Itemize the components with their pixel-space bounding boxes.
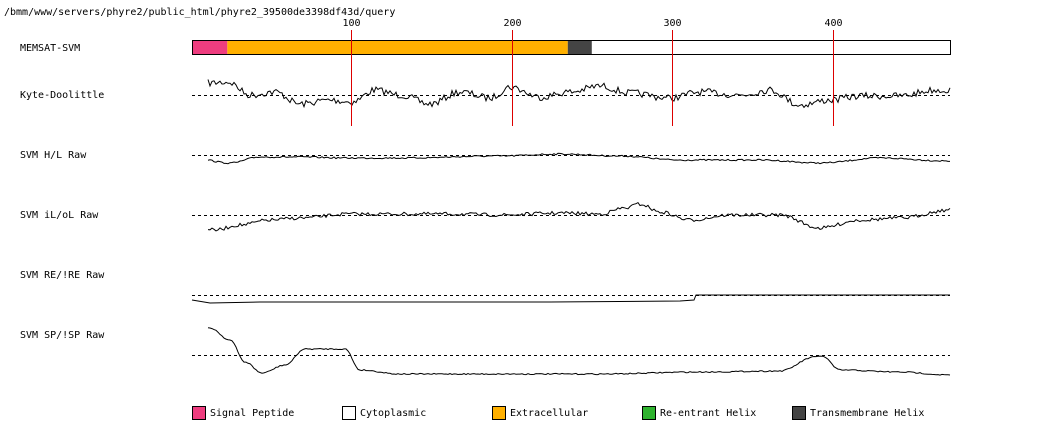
legend-item-re-entrant-helix: Re-entrant Helix xyxy=(642,405,756,421)
legend-label: Transmembrane Helix xyxy=(810,407,925,419)
topology-segment-extracellular xyxy=(227,40,568,55)
legend-label: Extracellular xyxy=(510,407,589,419)
legend-swatch-re-entrant-helix xyxy=(642,406,656,420)
legend-swatch-cytoplasmic xyxy=(342,406,356,420)
track-label-kyte-doolittle: Kyte-Doolittle xyxy=(20,90,104,101)
legend-label: Cytoplasmic xyxy=(360,407,427,419)
topology-segment-transmembrane-helix xyxy=(567,40,592,55)
legend-item-cytoplasmic: Cytoplasmic xyxy=(342,405,426,421)
legend-item-extracellular: Extracellular xyxy=(492,405,588,421)
svm-re-trace xyxy=(191,294,950,304)
legend-item-transmembrane-helix: Transmembrane Helix xyxy=(792,405,924,421)
memsat-plot: /bmm/www/servers/phyre2/public_html/phyr… xyxy=(4,7,951,376)
track-label-svm-hl-raw: SVM H/L Raw xyxy=(20,150,87,161)
legend-label: Signal Peptide xyxy=(210,407,295,419)
tick-label-200: 200 xyxy=(503,18,521,29)
legend-swatch-signal-peptide xyxy=(192,406,206,420)
topology-segment-cytoplasmic xyxy=(591,40,950,55)
svm-iloL-trace xyxy=(207,201,951,232)
track-traces xyxy=(191,79,951,376)
legend-item-signal-peptide: Signal Peptide xyxy=(192,405,294,421)
legend-label: Re-entrant Helix xyxy=(660,407,757,419)
topology-segment-signal-peptide xyxy=(192,40,228,55)
svm-hl-trace xyxy=(207,152,950,165)
tick-label-400: 400 xyxy=(824,18,842,29)
track-label-svm-re-raw: SVM RE/!RE Raw xyxy=(20,270,105,281)
legend-swatch-extracellular xyxy=(492,406,506,420)
track-label-memsat-svm: MEMSAT-SVM xyxy=(20,43,80,54)
position-tick-lines xyxy=(351,30,834,126)
kyte-doolittle-trace xyxy=(207,79,951,109)
svm-sp-trace xyxy=(207,327,951,376)
topology-bar-outline xyxy=(192,40,951,55)
tick-label-100: 100 xyxy=(342,18,360,29)
position-tick-labels: 100 200 300 400 xyxy=(342,18,842,29)
track-label-svm-sp-raw: SVM SP/!SP Raw xyxy=(20,330,105,341)
legend-swatch-transmembrane-helix xyxy=(792,406,806,420)
tick-label-300: 300 xyxy=(663,18,681,29)
legend: Signal Peptide Cytoplasmic Extracellular… xyxy=(0,405,1046,421)
track-label-svm-iloL-raw: SVM iL/oL Raw xyxy=(20,210,99,221)
topology-bar xyxy=(192,40,951,55)
query-path: /bmm/www/servers/phyre2/public_html/phyr… xyxy=(4,7,395,18)
